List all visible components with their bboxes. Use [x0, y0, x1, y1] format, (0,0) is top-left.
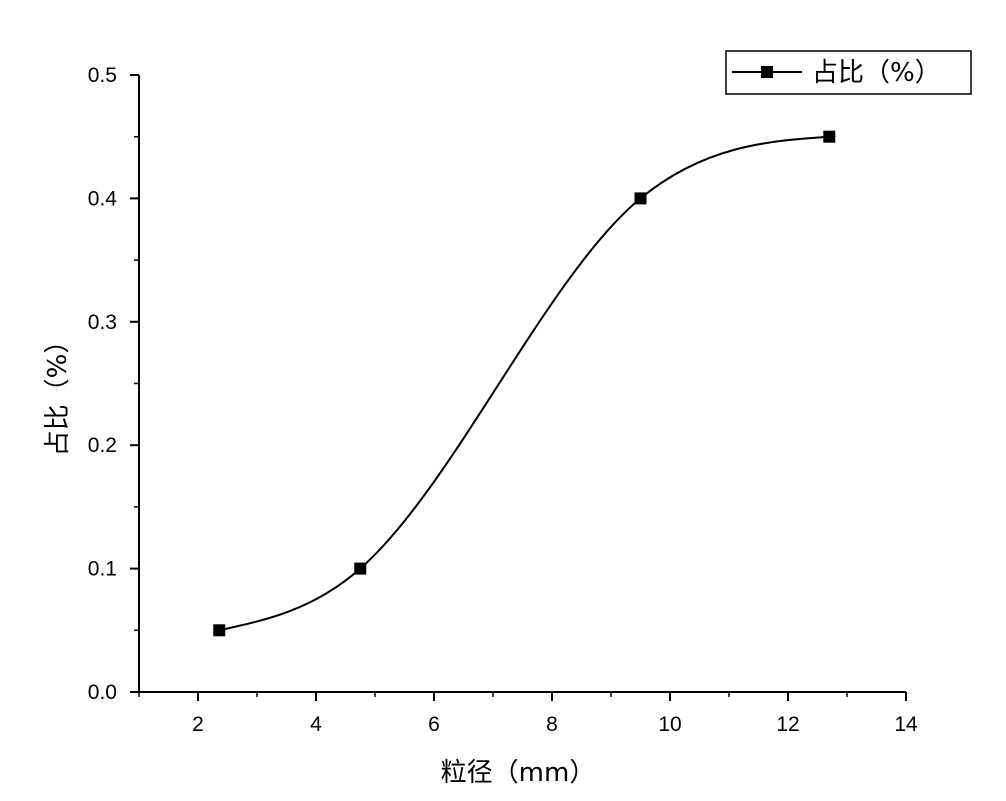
legend-marker-sample: [761, 66, 773, 78]
y-tick-label: 0.1: [88, 558, 117, 581]
x-tick-label: 4: [310, 713, 322, 736]
x-tick-label: 14: [894, 713, 918, 736]
legend: 占比（%）: [725, 50, 972, 95]
series-markers: [213, 130, 836, 637]
y-tick-label: 0.5: [88, 64, 117, 87]
data-point-marker: [213, 624, 226, 637]
x-axis-ticks: 2 4 6 8 10 12 14: [138, 692, 918, 736]
y-axis-ticks: 0.0 0.1 0.2 0.3 0.4 0.5: [88, 64, 139, 704]
axes: [138, 75, 906, 693]
legend-label: 占比（%）: [812, 58, 941, 88]
data-point-marker: [823, 130, 836, 143]
data-point-marker: [634, 192, 647, 205]
y-tick-label: 0.2: [88, 434, 117, 457]
y-tick-label: 0.4: [88, 187, 118, 210]
x-tick-label: 12: [776, 713, 799, 736]
series-line: [219, 135, 830, 632]
x-tick-label: 6: [428, 713, 440, 736]
y-tick-label: 0.3: [88, 311, 117, 334]
x-axis-title: 粒径（mm）: [441, 758, 596, 788]
x-tick-label: 2: [192, 713, 204, 736]
y-tick-label: 0.0: [88, 681, 117, 704]
data-point-marker: [354, 562, 367, 575]
x-tick-label: 8: [546, 713, 558, 736]
x-tick-label: 10: [658, 713, 681, 736]
y-axis-title: 占比（%）: [43, 328, 73, 457]
